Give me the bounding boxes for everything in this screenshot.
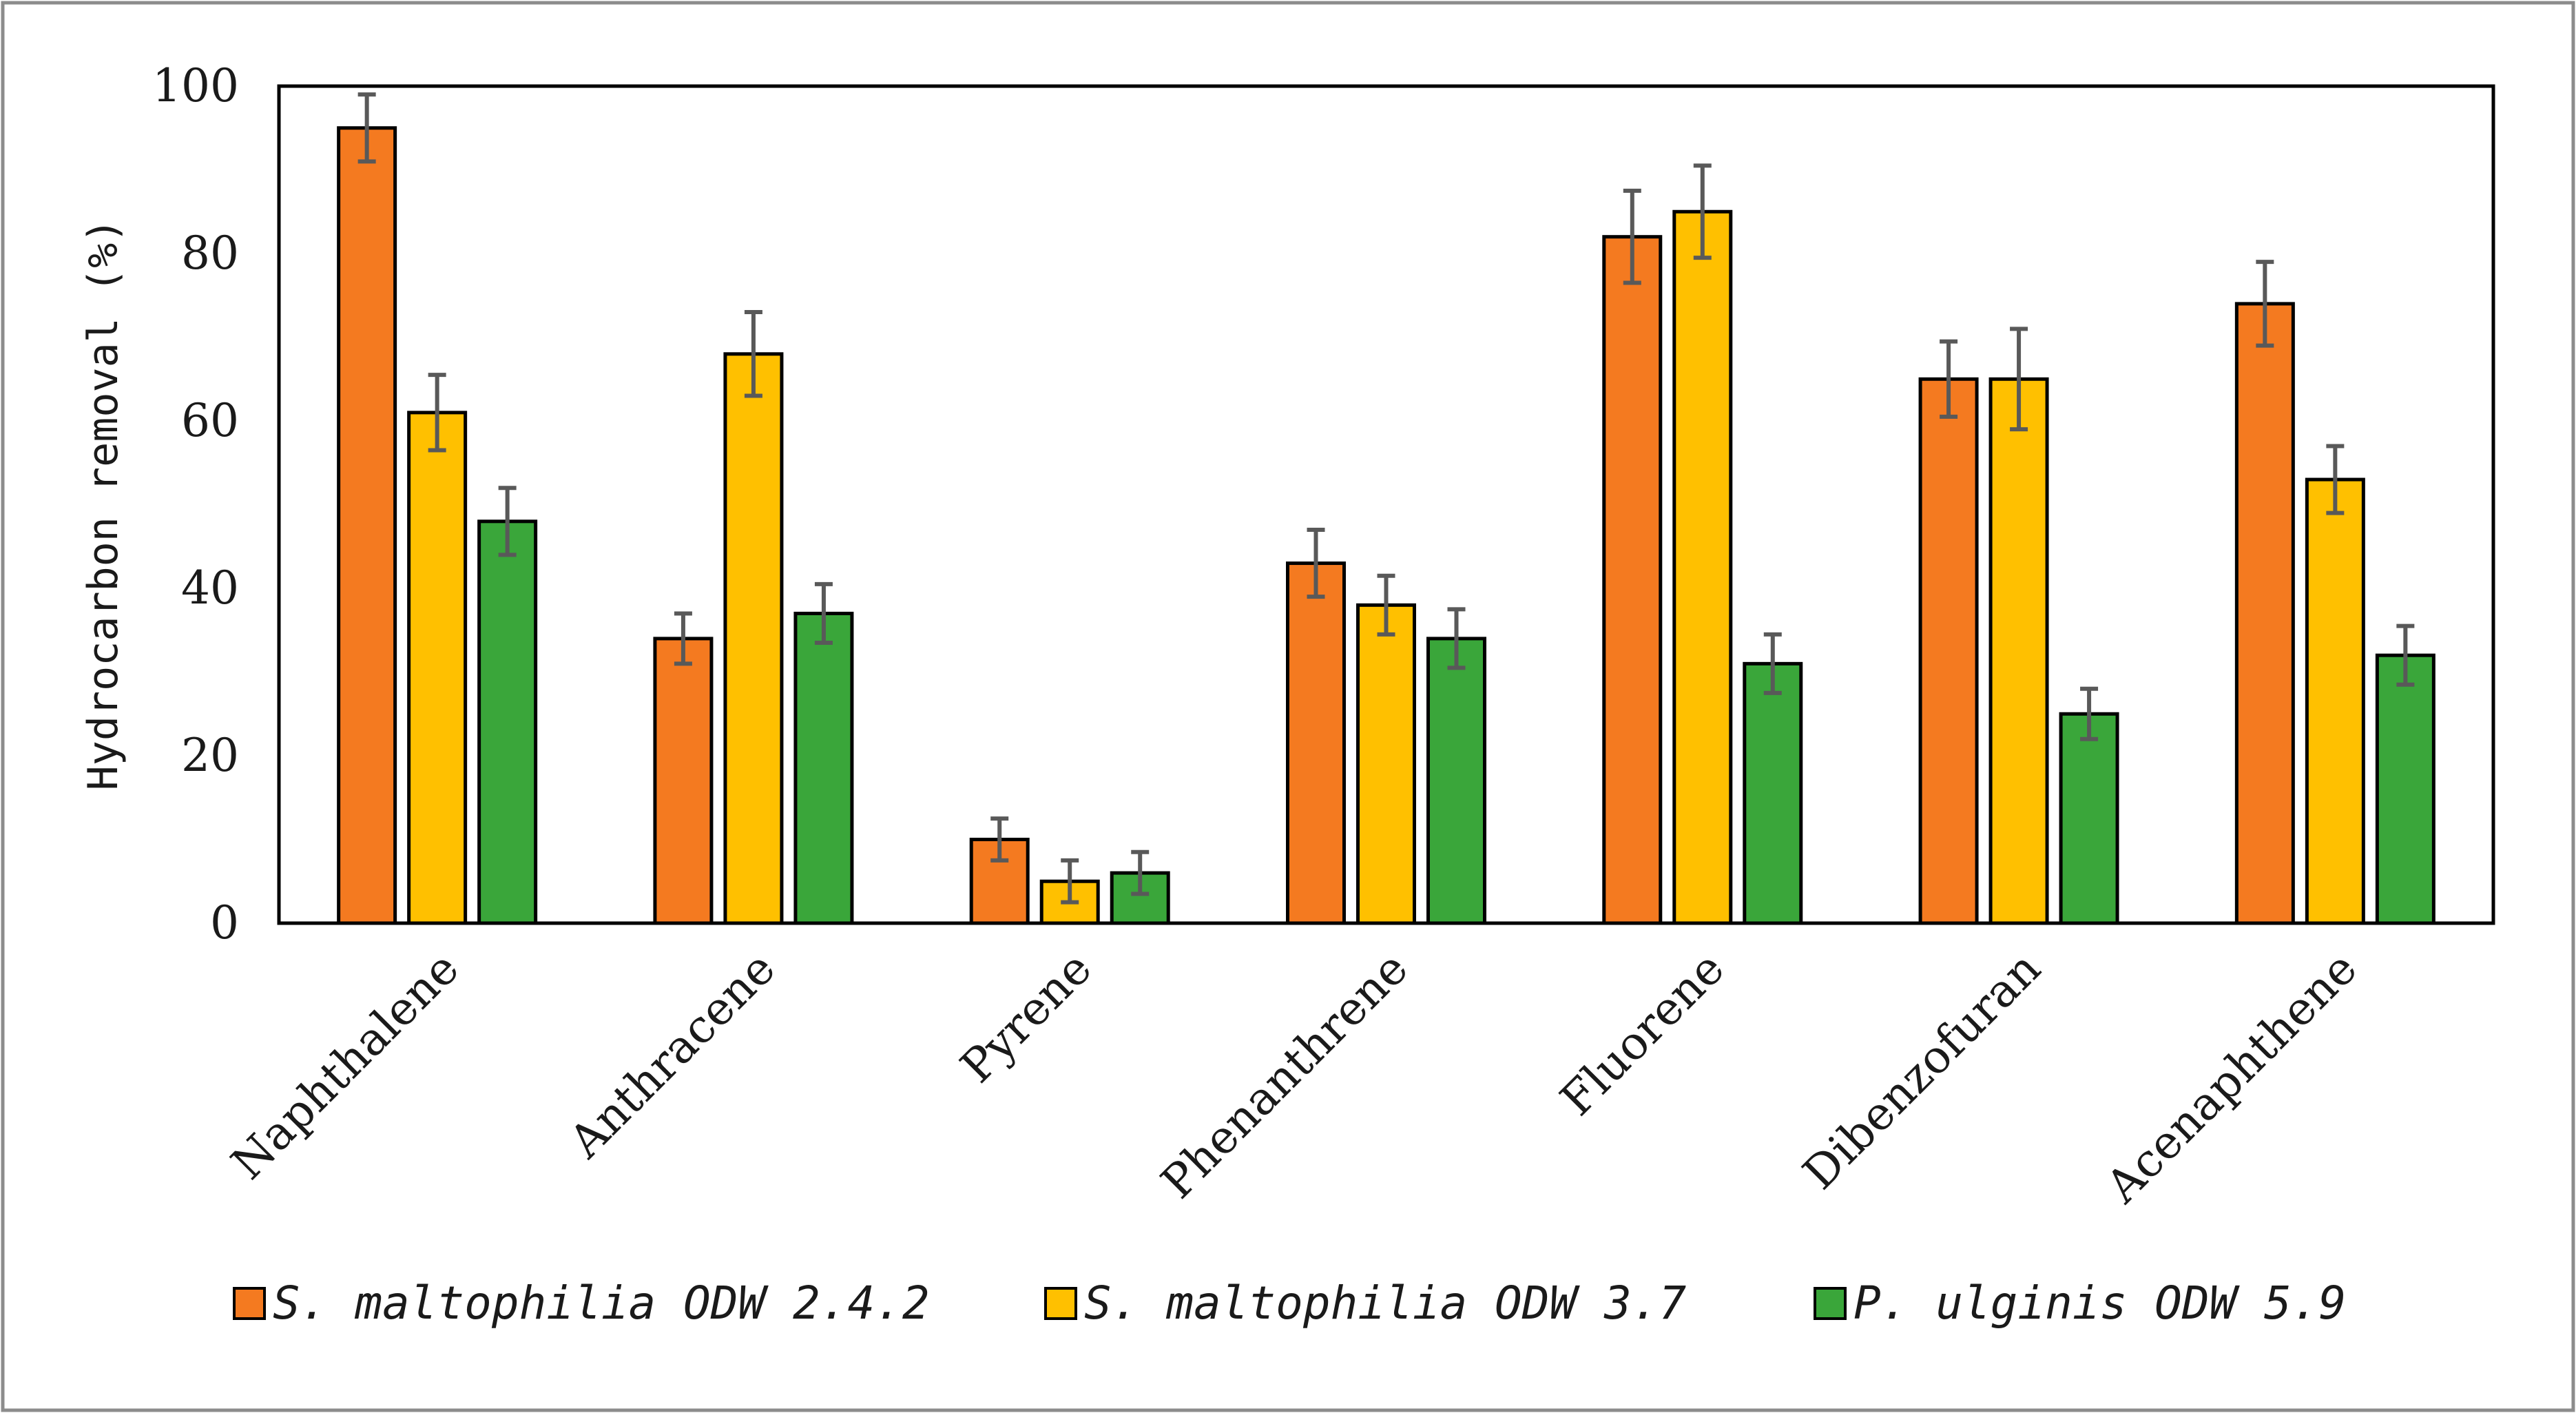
legend-swatch-series-2 — [1044, 1287, 1077, 1320]
error-bar-dibenzofuran-series-2 — [2010, 327, 2028, 432]
error-bar-pyrene-series-1 — [990, 816, 1009, 863]
bar-phenanthrene-series-2 — [1356, 603, 1416, 925]
bar-acenaphthene-series-1 — [2234, 302, 2295, 925]
bar-naphthalene-series-3 — [477, 519, 538, 925]
plot-area-border — [277, 84, 2495, 925]
y-tick-label-80: 80 — [181, 227, 239, 280]
y-axis-title: Hydrocarbon removal (%) — [79, 218, 127, 791]
bar-acenaphthene-series-3 — [2375, 653, 2435, 925]
legend: S. maltophilia ODW 2.4.2 S. maltophilia O… — [233, 1277, 2346, 1330]
error-bars-group — [357, 92, 2415, 905]
bar-fluorene-series-1 — [1602, 235, 1663, 925]
error-bar-pyrene-series-2 — [1061, 858, 1079, 905]
legend-label-series-3: P. ulginis ODW 5.9 — [1853, 1277, 2346, 1330]
bar-dibenzofuran-series-3 — [2059, 712, 2119, 925]
bar-acenaphthene-series-2 — [2305, 477, 2365, 925]
legend-label-series-2: S. maltophilia ODW 3.7 — [1084, 1277, 1686, 1330]
bar-phenanthrene-series-1 — [1286, 561, 1346, 925]
bar-anthracene-series-2 — [723, 352, 784, 925]
error-bar-phenanthrene-series-2 — [1377, 573, 1395, 637]
y-tick-label-0: 0 — [210, 896, 239, 949]
bar-fluorene-series-2 — [1672, 209, 1733, 925]
error-bar-dibenzofuran-series-3 — [2080, 686, 2099, 741]
bar-anthracene-series-1 — [653, 637, 714, 925]
error-bar-phenanthrene-series-3 — [1447, 607, 1466, 670]
y-tick-label-20: 20 — [181, 729, 239, 782]
bar-dibenzofuran-series-2 — [1988, 377, 2049, 925]
error-bar-anthracene-series-2 — [744, 310, 762, 398]
y-tick-label-40: 40 — [181, 561, 239, 615]
error-bar-anthracene-series-3 — [814, 581, 833, 645]
bar-dibenzofuran-series-1 — [1918, 377, 1979, 925]
error-bar-acenaphthene-series-2 — [2326, 444, 2345, 515]
legend-swatch-series-3 — [1814, 1287, 1847, 1320]
bar-phenanthrene-series-3 — [1426, 637, 1486, 925]
error-bar-acenaphthene-series-1 — [2256, 260, 2274, 348]
bar-naphthalene-series-1 — [337, 126, 397, 925]
error-bar-pyrene-series-3 — [1131, 849, 1150, 896]
y-tick-label-100: 100 — [152, 59, 239, 112]
error-bar-fluorene-series-3 — [1763, 632, 1782, 695]
bar-fluorene-series-3 — [1743, 661, 1803, 925]
error-bar-dibenzofuran-series-1 — [1940, 339, 1958, 419]
error-bar-acenaphthene-series-3 — [2396, 623, 2415, 687]
y-tick-label-60: 60 — [181, 394, 239, 447]
bar-naphthalene-series-2 — [407, 411, 468, 925]
legend-label-series-1: S. maltophilia ODW 2.4.2 — [273, 1277, 930, 1330]
y-axis-ticks: 0 20 40 60 80 100 — [152, 59, 239, 949]
legend-swatch-series-1 — [233, 1287, 266, 1320]
error-bar-naphthalene-series-2 — [428, 373, 446, 453]
error-bar-anthracene-series-1 — [674, 611, 692, 666]
bar-anthracene-series-3 — [793, 611, 854, 925]
error-bar-naphthalene-series-3 — [498, 486, 517, 557]
error-bar-phenanthrene-series-1 — [1307, 527, 1325, 599]
error-bar-fluorene-series-1 — [1623, 188, 1641, 285]
error-bar-fluorene-series-2 — [1693, 163, 1712, 260]
error-bar-naphthalene-series-1 — [357, 92, 376, 164]
